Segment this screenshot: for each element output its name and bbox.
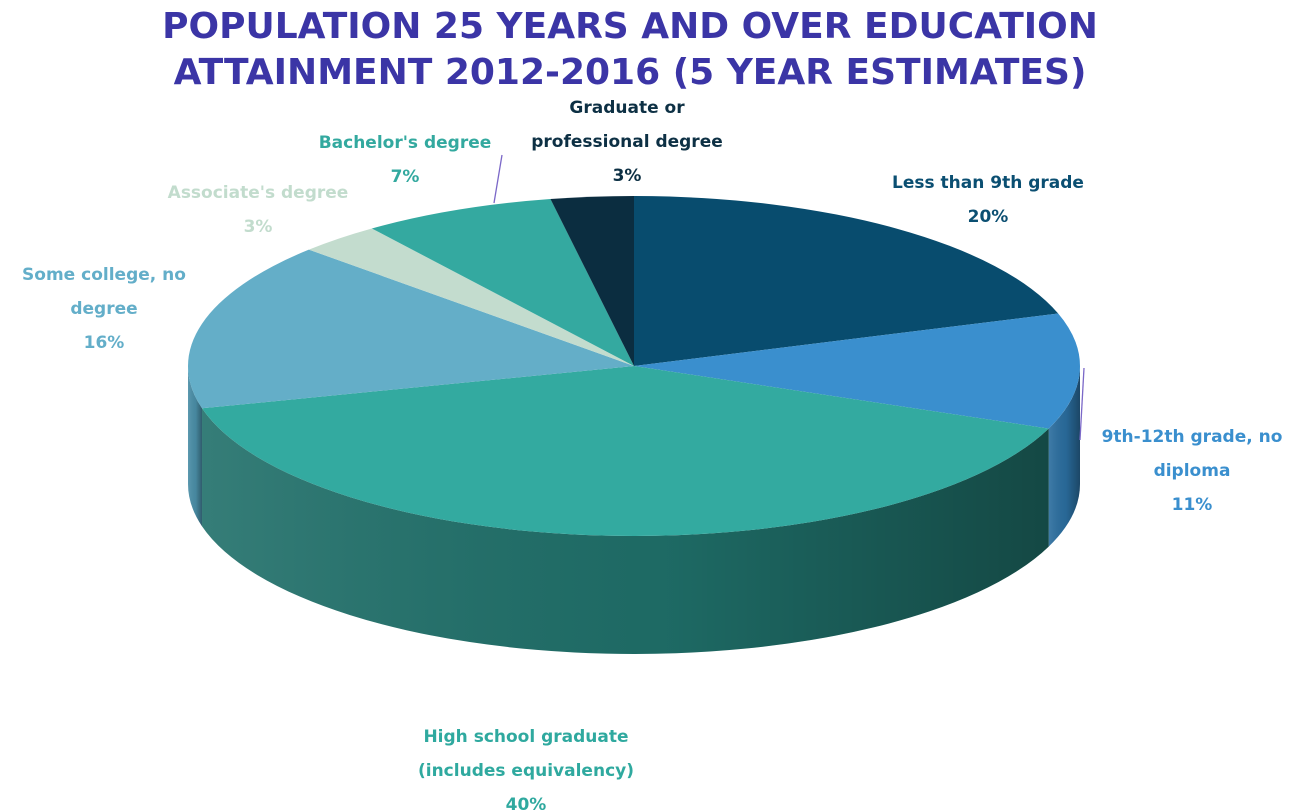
slice-category-label-5: Bachelor's degree <box>319 133 492 153</box>
pie-slice-6 <box>550 196 634 366</box>
chart-title-line-2: ATTAINMENT 2012-2016 (5 YEAR ESTIMATES) <box>173 52 1087 93</box>
slice-category-label-6: Graduate or <box>569 98 685 118</box>
slice-percent-label-0: 20% <box>968 207 1009 227</box>
slice-category-label-2: High school graduate <box>423 727 628 747</box>
slice-percent-label-1: 11% <box>1172 495 1213 515</box>
slice-percent-label-5: 7% <box>391 167 420 187</box>
pie-slice-5 <box>371 199 634 366</box>
slice-category-label-0: Less than 9th grade <box>892 173 1084 193</box>
slice-category-label-1: 9th-12th grade, no <box>1102 427 1283 447</box>
slice-category-label-4: Associate's degree <box>168 183 349 203</box>
slice-percent-label-6: 3% <box>613 166 642 186</box>
slice-category-label-3: degree <box>70 299 137 319</box>
slice-percent-label-4: 3% <box>244 217 273 237</box>
pie-slice-side-shade-1 <box>1048 366 1080 547</box>
pie-slice-0 <box>634 196 1059 366</box>
pie-slice-4 <box>308 228 634 366</box>
slice-category-label-6: professional degree <box>531 132 723 152</box>
slice-category-label-2: (includes equivalency) <box>418 761 634 781</box>
slice-percent-label-3: 16% <box>84 333 125 353</box>
chart-title-line-1: POPULATION 25 YEARS AND OVER EDUCATION <box>162 6 1098 47</box>
chart-title: POPULATION 25 YEARS AND OVER EDUCATION A… <box>0 4 1260 96</box>
slice-percent-label-2: 40% <box>506 795 547 810</box>
slice-category-label-1: diploma <box>1154 461 1231 481</box>
leader-line-1 <box>1079 367 1085 441</box>
pie-slice-side-shade-2 <box>202 408 1049 654</box>
pie-slice-3 <box>188 249 635 409</box>
slice-category-label-3: Some college, no <box>22 265 186 285</box>
pie-slice-2 <box>202 366 1049 537</box>
pie-slice-side-shade-3 <box>188 366 203 527</box>
pie-slice-1 <box>634 313 1080 429</box>
leader-line-5 <box>493 154 503 204</box>
